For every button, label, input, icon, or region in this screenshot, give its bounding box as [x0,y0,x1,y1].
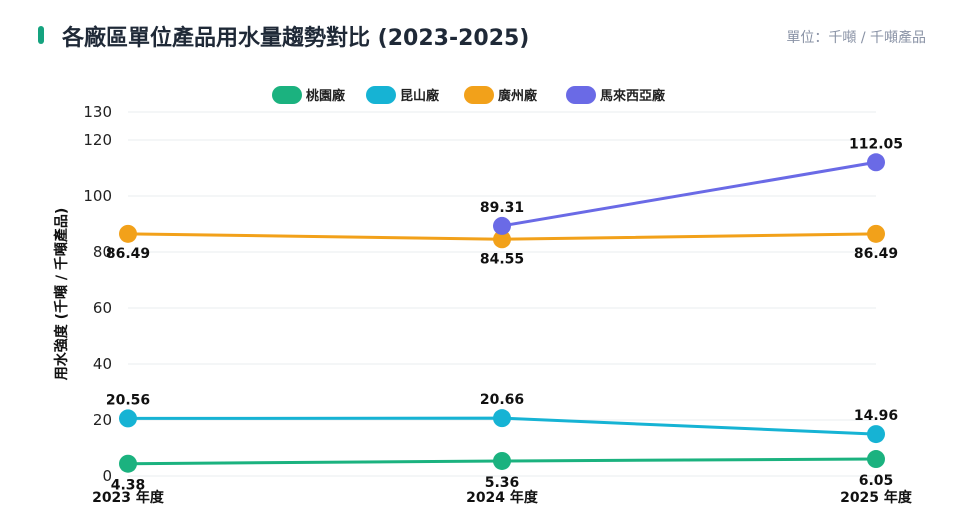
data-label: 89.31 [480,200,524,216]
data-label: 20.66 [480,392,524,408]
data-point [493,451,511,470]
data-label: 20.56 [106,392,150,408]
y-tick-label: 80 [93,243,112,261]
legend-label: 昆山廠 [400,88,440,104]
data-label: 6.05 [859,473,894,489]
legend-swatch [464,86,494,104]
chart-header: 各廠區單位產品用水量趨勢對比 (2023-2025) 單位：千噸 / 千噸產品 [0,0,966,70]
x-tick-label: 2024 年度 [466,489,539,506]
data-label: 112.05 [849,136,903,152]
data-label: 14.96 [854,408,898,424]
data-label: 4.38 [111,478,146,494]
data-point [493,409,511,428]
y-tick-label: 100 [83,187,112,205]
y-tick-label: 40 [93,355,112,373]
y-tick-label: 120 [83,131,112,149]
data-point [119,409,137,428]
unit-note: 單位：千噸 / 千噸產品 [786,30,926,46]
data-point [867,153,885,172]
data-point [867,450,885,469]
chart-title: 各廠區單位產品用水量趨勢對比 (2023-2025) [62,26,530,51]
data-point [493,216,511,235]
legend-swatch [366,86,396,104]
title-accent-bar [38,26,44,44]
data-point [119,224,137,243]
data-point [867,224,885,243]
legend-label: 桃園廠 [306,88,346,104]
series-line [501,160,877,228]
legend-swatch [272,86,302,104]
x-tick-label: 2025 年度 [840,489,913,506]
y-tick-label: 60 [93,299,112,317]
data-point [119,454,137,473]
y-tick-label: 0 [102,467,112,485]
legend-label: 廣州廠 [498,88,538,104]
data-label: 84.55 [480,251,524,267]
y-tick-label: 20 [93,411,112,429]
data-label: 5.36 [485,475,520,491]
y-axis-title: 用水強度 (千噸 / 千噸產品) [53,208,70,381]
data-label: 86.49 [106,246,150,262]
data-point [867,425,885,444]
legend-swatch [566,86,596,104]
y-tick-label: 130 [83,103,112,121]
x-tick-label: 2023 年度 [92,489,165,506]
legend-label: 馬來西亞廠 [600,88,666,104]
data-label: 86.49 [854,246,898,262]
data-point [493,230,511,249]
